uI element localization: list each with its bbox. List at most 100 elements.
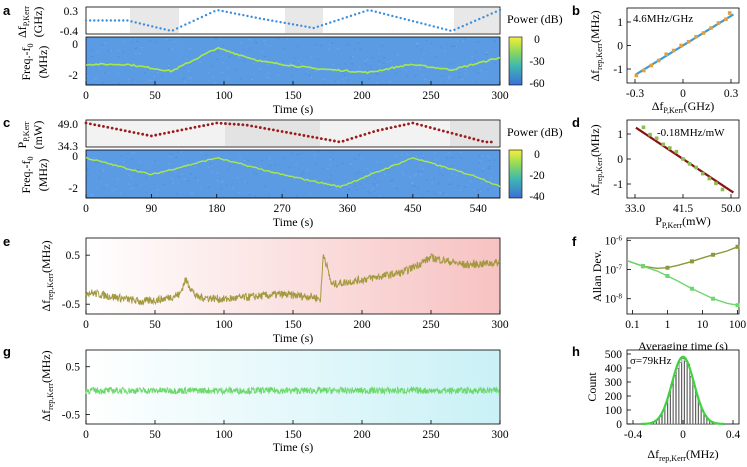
- c-spec-noise-pixel: [127, 153, 130, 155]
- g-y-tick-label: -0.5: [62, 409, 80, 421]
- c-spec-noise-pixel: [421, 155, 424, 157]
- a-spec-noise-pixel: [475, 51, 478, 53]
- c-spec-noise-pixel: [363, 173, 366, 175]
- a-spec-noise-pixel: [135, 40, 138, 43]
- c-spec-noise-pixel: [120, 155, 123, 157]
- a-top-point: [482, 16, 485, 19]
- c-spec-noise-pixel: [450, 173, 453, 175]
- a-spec-noise-pixel: [309, 55, 312, 57]
- a-top-point: [84, 19, 88, 22]
- a-spec-noise-pixel: [252, 62, 255, 64]
- c-colorbar: Power (dB) 0 -20 -40: [507, 125, 563, 203]
- c-spec-noise-pixel: [191, 192, 194, 194]
- c-spec-noise-pixel: [137, 169, 140, 171]
- b-data-point: [724, 17, 728, 22]
- c-top-point: [333, 139, 336, 143]
- c-spec-noise-pixel: [440, 167, 443, 170]
- f-x-tick-label: 10: [697, 319, 709, 331]
- c-spec-noise-pixel: [375, 161, 378, 163]
- a-top-point: [308, 26, 311, 29]
- a-spec-noise-pixel: [440, 74, 443, 76]
- e-x-tick-label: 250: [422, 319, 440, 331]
- a-x-tick-label: 200: [353, 90, 371, 102]
- a-spec-noise-pixel: [234, 69, 237, 71]
- a-spec-noise-pixel: [228, 55, 231, 58]
- a-top-point: [142, 23, 146, 26]
- c-top-point: [341, 139, 345, 143]
- c-spec-noise-pixel: [258, 165, 261, 167]
- g-x-tick-label: 150: [284, 429, 302, 441]
- b-data-point: [656, 58, 661, 63]
- a-top-point: [146, 24, 150, 27]
- a-top-point: [353, 13, 357, 16]
- c-spec-noise-pixel: [347, 189, 350, 191]
- f-series-marker: [711, 252, 716, 257]
- a-spec-noise-pixel: [474, 69, 477, 71]
- a-spec-noise-pixel: [347, 79, 350, 81]
- c-spec-noise-pixel: [301, 171, 304, 173]
- a-spec-noise-pixel: [344, 63, 347, 65]
- c-spec-noise-pixel: [417, 187, 420, 189]
- c-spec-noise-pixel: [154, 160, 157, 162]
- d-x-tick-label: 41.5: [673, 203, 693, 215]
- a-top-point: [126, 19, 129, 22]
- c-spec-noise-pixel: [328, 186, 331, 188]
- a-spec-noise-pixel: [396, 54, 399, 56]
- a-spec-noise-pixel: [250, 78, 253, 81]
- a-spec-noise-pixel: [442, 81, 445, 83]
- c-spec-noise-pixel: [358, 154, 361, 156]
- c-spec-noise-pixel: [329, 151, 332, 153]
- a-top-point: [225, 10, 228, 14]
- c-top-point: [180, 128, 184, 132]
- a-spec-yunit: (MHz): [36, 46, 50, 79]
- c-spec-noise-pixel: [478, 162, 481, 164]
- c-spec-noise-pixel: [442, 192, 445, 194]
- c-x-tick-label: 180: [208, 203, 226, 215]
- c-spec-noise-pixel: [180, 173, 183, 175]
- a-spec-noise-pixel: [351, 63, 354, 65]
- c-spec-noise-pixel: [220, 188, 223, 190]
- d-data-point: [714, 181, 718, 186]
- a-top-point: [432, 25, 435, 28]
- a-spec-noise-pixel: [131, 79, 134, 81]
- f-x-tick-label: 100: [729, 319, 747, 331]
- a-spec-noise-pixel: [439, 66, 442, 68]
- a-spec-noise-pixel: [345, 44, 348, 46]
- a-spec-noise-pixel: [376, 69, 379, 71]
- a-spec-noise-pixel: [351, 56, 354, 58]
- a-spec-noise-pixel: [401, 68, 404, 70]
- f-series-marker: [689, 259, 694, 264]
- a-spec-noise-pixel: [107, 50, 110, 53]
- panel-a: 0.3 -0.4 ΔfP,Kerr (GHz) 0 50 100 150 200 250 3…: [15, 6, 563, 116]
- a-spec-noise-pixel: [267, 63, 270, 65]
- c-spec-noise-pixel: [305, 181, 308, 184]
- c-spec-noise-pixel: [209, 163, 212, 165]
- panel-label-e: e: [3, 234, 10, 249]
- a-spec-noise-pixel: [143, 72, 146, 74]
- a-spec-noise-pixel: [291, 75, 294, 77]
- c-spec-noise-pixel: [238, 191, 241, 194]
- c-spec-noise-pixel: [98, 177, 101, 180]
- c-spec-noise-pixel: [476, 189, 479, 192]
- c-spec-noise-pixel: [422, 156, 425, 159]
- c-top-point: [385, 127, 389, 130]
- c-spec-noise-pixel: [433, 152, 436, 154]
- c-spec-noise-pixel: [196, 180, 199, 182]
- c-spec-noise-pixel: [481, 168, 484, 170]
- a-spec-noise-pixel: [344, 74, 347, 76]
- c-top-point: [402, 123, 406, 127]
- c-spec-noise-pixel: [456, 184, 459, 187]
- c-spec-noise-pixel: [466, 184, 469, 186]
- c-spec-noise-pixel: [348, 186, 351, 188]
- a-spec-noise-pixel: [156, 71, 159, 74]
- c-colorbar-tick: -20: [529, 170, 545, 182]
- d-data-point: [668, 146, 672, 150]
- a-spec-noise-pixel: [277, 74, 280, 76]
- a-spec-noise-pixel: [132, 65, 135, 67]
- c-spec-noise-pixel: [393, 184, 396, 187]
- c-spec-noise-pixel: [87, 175, 90, 177]
- a-spec-noise-pixel: [310, 56, 313, 58]
- c-top-point: [367, 131, 371, 135]
- a-spec-noise-pixel: [368, 78, 371, 80]
